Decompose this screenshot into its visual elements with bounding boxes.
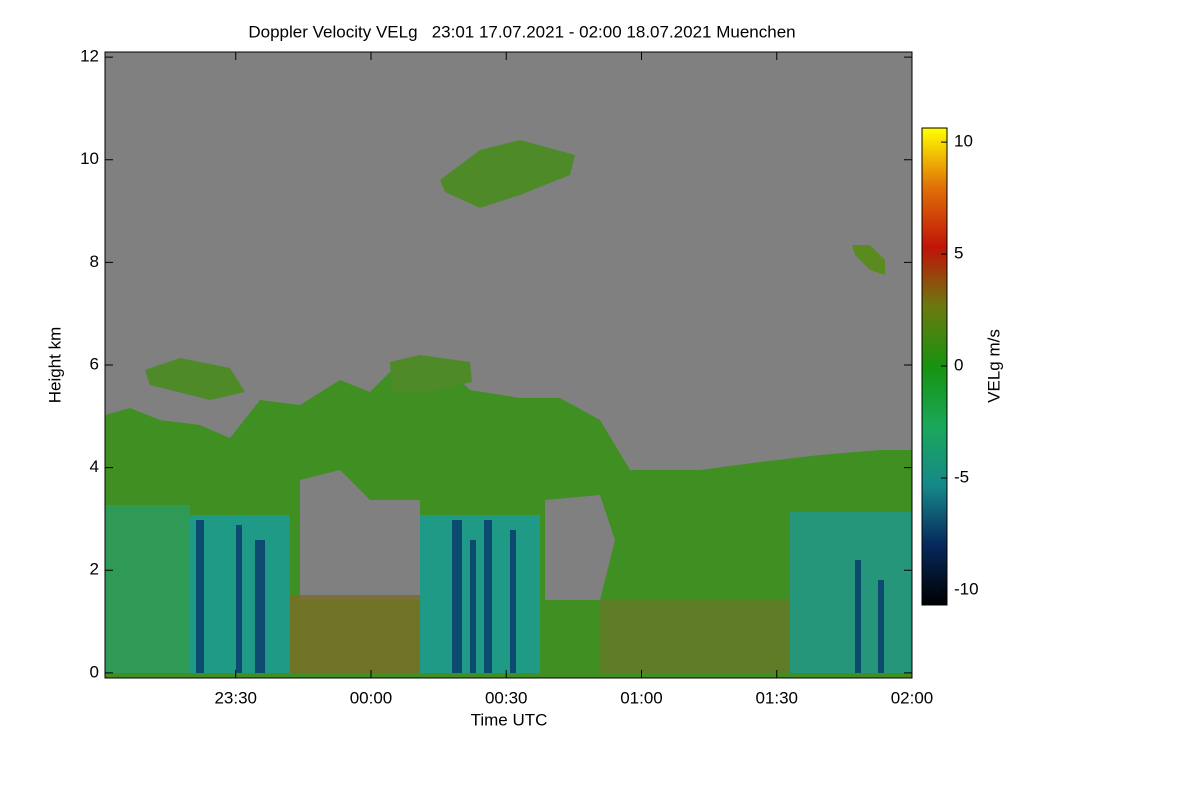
colorbar-tick-label: -10 bbox=[954, 579, 979, 598]
colorbar-label: VELg m/s bbox=[984, 329, 1003, 403]
x-axis-label: Time UTC bbox=[471, 710, 548, 729]
y-tick-label: 8 bbox=[90, 252, 99, 271]
chart-title: Doppler Velocity VELg 23:01 17.07.2021 -… bbox=[248, 22, 795, 41]
echo-streaks bbox=[196, 520, 884, 673]
x-tick-label: 00:00 bbox=[350, 688, 393, 707]
x-tick-label: 01:00 bbox=[620, 688, 663, 707]
colorbar-tick-label: 5 bbox=[954, 244, 963, 263]
colorbar-tick-label: -5 bbox=[954, 468, 969, 487]
echo-region bbox=[852, 245, 885, 275]
y-tick-label: 12 bbox=[80, 47, 99, 66]
colorbar-tick-label: 10 bbox=[954, 132, 973, 151]
x-tick-label: 02:00 bbox=[891, 688, 934, 707]
plot-area bbox=[104, 51, 913, 679]
y-tick-label: 4 bbox=[90, 457, 99, 476]
x-tick-label: 01:30 bbox=[755, 688, 798, 707]
echo-region bbox=[600, 600, 790, 673]
echo-region bbox=[390, 355, 472, 392]
colorbar-tick-label: 0 bbox=[954, 356, 963, 375]
echo-region bbox=[145, 358, 245, 400]
echo-region bbox=[290, 595, 420, 673]
echo-region bbox=[630, 430, 760, 470]
y-tick-label: 2 bbox=[90, 560, 99, 579]
echo-region bbox=[300, 470, 420, 600]
y-axis-label: Height km bbox=[45, 327, 64, 404]
echo-region bbox=[105, 505, 190, 673]
x-tick-label: 23:30 bbox=[214, 688, 257, 707]
echo-region bbox=[545, 495, 615, 600]
echo-region bbox=[420, 515, 540, 673]
x-tick-label: 00:30 bbox=[485, 688, 528, 707]
y-tick-label: 0 bbox=[90, 662, 99, 681]
y-tick-label: 10 bbox=[80, 149, 99, 168]
y-tick-label: 6 bbox=[90, 354, 99, 373]
echo-region bbox=[790, 512, 912, 673]
echo-region bbox=[440, 140, 575, 208]
